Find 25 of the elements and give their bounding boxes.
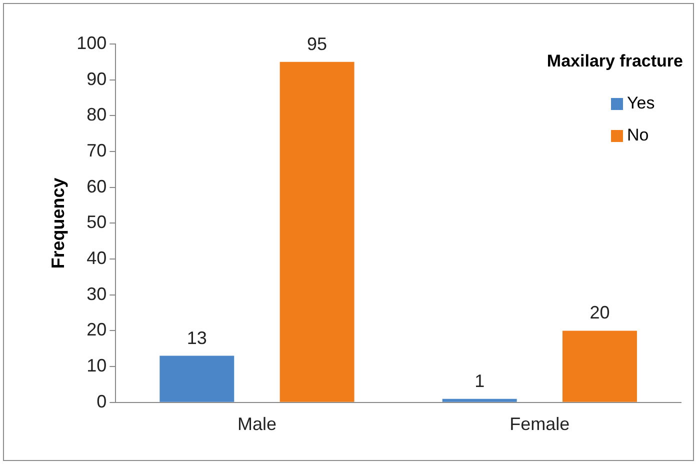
y-tick-label: 10 <box>86 356 107 376</box>
x-tick-label: Female <box>510 414 570 434</box>
y-tick-label: 40 <box>86 248 107 268</box>
bar <box>562 330 637 402</box>
bar <box>160 356 234 402</box>
y-tick-label: 0 <box>96 391 107 412</box>
y-tick-label: 100 <box>76 32 107 53</box>
data-label: 1 <box>474 370 485 391</box>
data-label: 95 <box>307 34 328 54</box>
y-tick-label: 50 <box>86 212 107 232</box>
y-axis-title: Frequency <box>48 178 68 269</box>
y-tick-label: 60 <box>86 176 107 196</box>
y-tick-label: 70 <box>86 140 107 160</box>
bar <box>280 62 354 402</box>
y-tick-label: 20 <box>86 320 107 340</box>
x-tick-label: Male <box>237 414 276 434</box>
y-tick-label: 80 <box>86 104 107 125</box>
legend-label: Yes <box>627 94 655 113</box>
legend-label: No <box>627 126 649 145</box>
bar <box>442 398 517 402</box>
data-label: 13 <box>186 328 207 348</box>
y-tick-label: 90 <box>86 68 107 89</box>
data-label: 20 <box>590 302 610 323</box>
legend-title: Maxilary fracture <box>546 52 683 71</box>
y-tick-label: 30 <box>86 284 107 304</box>
